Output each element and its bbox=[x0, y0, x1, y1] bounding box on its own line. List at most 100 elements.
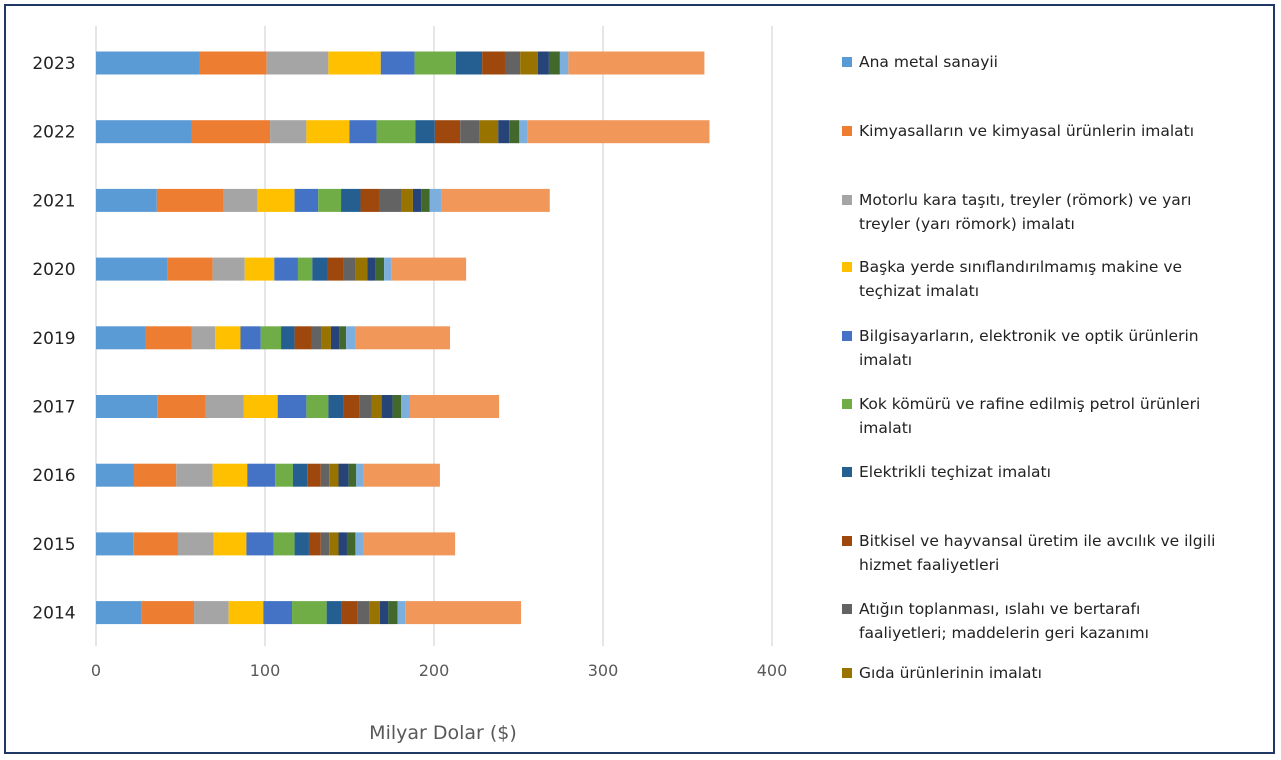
bar-segment bbox=[405, 601, 522, 625]
legend-label: Kimyasalların ve kimyasal ürünlerin imal… bbox=[859, 122, 1194, 140]
legend: Ana metal sanayii Kimyasalların ve kimyas… bbox=[842, 53, 1215, 682]
bar-segment bbox=[96, 532, 134, 556]
bar-segment bbox=[292, 463, 308, 487]
bar-segment bbox=[274, 257, 298, 281]
bar-segment bbox=[504, 51, 521, 75]
bar-segment bbox=[415, 120, 435, 144]
bar-segment bbox=[326, 601, 342, 625]
bar-segment bbox=[157, 395, 206, 418]
legend-swatch bbox=[842, 668, 852, 678]
bar-segment bbox=[498, 120, 510, 144]
bar-segment bbox=[355, 326, 451, 350]
legend-swatch bbox=[842, 126, 852, 136]
bar-segment bbox=[429, 188, 442, 212]
bar-segment bbox=[308, 532, 321, 556]
bar-segment bbox=[371, 395, 382, 418]
bar-segment bbox=[307, 463, 321, 487]
legend-label: Ana metal sanayii bbox=[859, 53, 998, 71]
bar-segment bbox=[228, 601, 264, 625]
bar-segment bbox=[343, 395, 360, 418]
bar-segment bbox=[329, 532, 339, 556]
bar-segment bbox=[384, 257, 392, 281]
bar-segment bbox=[96, 51, 200, 75]
legend-label: Bilgisayarların, elektronik ve optik ürü… bbox=[859, 327, 1199, 369]
bar-segment bbox=[363, 463, 440, 487]
legend-swatch bbox=[842, 331, 852, 341]
bar-segment bbox=[357, 601, 370, 625]
bar-segment bbox=[369, 601, 380, 625]
bar-segment bbox=[321, 326, 331, 350]
bar-segment bbox=[328, 395, 344, 418]
bar-segment bbox=[401, 188, 413, 212]
bar-segment bbox=[306, 395, 329, 418]
x-tick-labels: 0 100 200 300 400 bbox=[91, 661, 787, 680]
bar-segment bbox=[247, 463, 276, 487]
bar-segment bbox=[213, 532, 247, 556]
bar-segment bbox=[215, 326, 241, 350]
bar-segment bbox=[212, 463, 248, 487]
legend-swatch bbox=[842, 57, 852, 67]
bar-segment bbox=[520, 51, 538, 75]
bar-segment bbox=[414, 51, 456, 75]
bar-segment bbox=[96, 188, 157, 212]
bar-segment bbox=[349, 120, 377, 144]
chart-frame: 2023 2022 2021 2020 2019 2017 2016 2015 2014 0 10… bbox=[4, 4, 1275, 754]
legend-label: Gıda ürünlerinin imalatı bbox=[859, 664, 1042, 682]
legend-label: Bitkisel ve hayvansal üretim ile avcılık… bbox=[859, 532, 1215, 574]
legend-swatch bbox=[842, 536, 852, 546]
legend-label: Başka yerde sınıflandırılmamış makine ve… bbox=[859, 258, 1182, 300]
bar-segment bbox=[441, 188, 550, 212]
bar-segment bbox=[339, 326, 347, 350]
bar-segment bbox=[379, 188, 402, 212]
category-label: 2019 bbox=[32, 329, 75, 349]
bar-segment bbox=[341, 601, 358, 625]
bar-segment bbox=[559, 51, 569, 75]
bar-segment bbox=[318, 188, 342, 212]
bar-segment bbox=[355, 257, 368, 281]
bar-segment bbox=[312, 257, 328, 281]
category-label: 2017 bbox=[32, 398, 75, 418]
bar-segment bbox=[392, 395, 402, 418]
category-label: 2014 bbox=[32, 604, 75, 624]
bar-segment bbox=[338, 463, 349, 487]
bar-segment bbox=[356, 463, 364, 487]
bar-segment bbox=[320, 463, 330, 487]
bar-segment bbox=[338, 532, 347, 556]
legend-label: Elektrikli teçhizat imalatı bbox=[859, 463, 1051, 481]
bar-segment bbox=[311, 326, 322, 350]
bar-segment bbox=[320, 532, 330, 556]
bar-segment bbox=[306, 120, 350, 144]
bar-segment bbox=[240, 326, 261, 350]
bar-segment bbox=[297, 257, 313, 281]
x-axis-title: Milyar Dolar ($) bbox=[369, 722, 517, 744]
bar-segment bbox=[177, 532, 214, 556]
bar-segment bbox=[330, 326, 340, 350]
bar-segment bbox=[482, 51, 505, 75]
bar-segment bbox=[257, 188, 295, 212]
bar-segment bbox=[348, 463, 357, 487]
category-label: 2016 bbox=[32, 466, 75, 486]
bar-segment bbox=[270, 120, 307, 144]
bar-segment bbox=[380, 51, 415, 75]
bar-segment bbox=[355, 532, 364, 556]
bar-segment bbox=[401, 395, 410, 418]
bar-segment bbox=[294, 188, 319, 212]
x-tick-label: 0 bbox=[91, 661, 101, 680]
bar-segment bbox=[96, 257, 168, 281]
bar-segment bbox=[460, 120, 480, 144]
bar-segment bbox=[409, 395, 500, 418]
bar-segment bbox=[263, 601, 293, 625]
legend-item: Atığın toplanması, ıslahı ve bertarafı fa… bbox=[842, 600, 1149, 642]
bar-segment bbox=[479, 120, 499, 144]
bar-segment bbox=[346, 532, 356, 556]
bar-segment bbox=[359, 395, 372, 418]
bar-segment bbox=[294, 532, 309, 556]
bar-segment bbox=[96, 601, 142, 625]
bar-segment bbox=[294, 326, 312, 350]
legend-item: Gıda ürünlerinin imalatı bbox=[842, 664, 1042, 682]
bar-segment bbox=[191, 120, 271, 144]
bar-segment bbox=[145, 326, 192, 350]
legend-item: Elektrikli teçhizat imalatı bbox=[842, 463, 1051, 481]
bar-segment bbox=[167, 257, 213, 281]
bar-segment bbox=[176, 463, 213, 487]
